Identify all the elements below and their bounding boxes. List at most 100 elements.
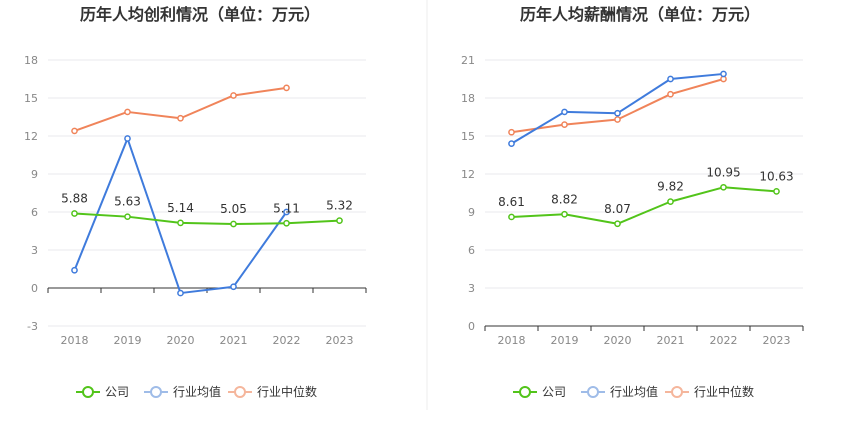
legend-label: 公司 bbox=[542, 385, 566, 399]
y-tick-label: 0 bbox=[468, 320, 475, 333]
series-industry-median bbox=[508, 75, 727, 136]
legend-item[interactable]: 行业均值 bbox=[581, 384, 658, 399]
data-point[interactable] bbox=[508, 140, 515, 147]
data-point[interactable] bbox=[230, 220, 237, 228]
chart-title: 历年人均创利情况（单位：万元） bbox=[80, 5, 320, 24]
data-label: 8.07 bbox=[604, 202, 631, 216]
y-tick-label: 12 bbox=[24, 130, 38, 143]
data-point[interactable] bbox=[614, 220, 621, 228]
data-point[interactable] bbox=[71, 127, 78, 135]
legend-label: 行业中位数 bbox=[694, 384, 754, 399]
data-point[interactable] bbox=[177, 289, 184, 297]
data-point[interactable] bbox=[667, 198, 674, 205]
legend-item[interactable]: 行业中位数 bbox=[665, 384, 754, 399]
data-point[interactable] bbox=[230, 283, 237, 291]
x-tick-label: 2019 bbox=[551, 334, 579, 347]
data-label-group: 8.61 8.82 8.07 9.82 10.95 10.63 bbox=[498, 165, 794, 215]
data-point[interactable] bbox=[124, 108, 131, 116]
data-label: 10.95 bbox=[706, 165, 740, 179]
x-tick-label: 2022 bbox=[710, 334, 738, 347]
y-tick-label: 3 bbox=[468, 282, 475, 295]
y-tick-label: 9 bbox=[31, 168, 38, 181]
legend-item[interactable]: 行业中位数 bbox=[228, 384, 317, 399]
legend-label: 行业中位数 bbox=[257, 384, 317, 399]
data-point[interactable] bbox=[230, 92, 237, 99]
y-tick-label: 18 bbox=[461, 92, 475, 105]
y-tick-label: 3 bbox=[31, 244, 38, 257]
legend-label: 行业均值 bbox=[610, 384, 658, 399]
data-point[interactable] bbox=[773, 188, 780, 195]
legend-item[interactable]: 公司 bbox=[76, 385, 129, 399]
legend-label: 行业均值 bbox=[173, 384, 221, 399]
data-point[interactable] bbox=[667, 90, 674, 98]
x-tick-label: 2020 bbox=[604, 334, 632, 347]
legend-marker-icon bbox=[519, 386, 531, 398]
series-industry-average bbox=[508, 70, 727, 147]
chart-salary-per-capita: 历年人均薪酬情况（单位：万元） 0 3 6 9 12 15 18 21 2018 2019 2020… bbox=[461, 5, 804, 399]
data-point[interactable] bbox=[283, 84, 290, 92]
legend-marker-icon bbox=[671, 386, 683, 398]
data-point[interactable] bbox=[124, 213, 131, 221]
data-point[interactable] bbox=[561, 210, 568, 218]
series-line bbox=[510, 72, 724, 145]
x-tick-label: 2023 bbox=[326, 334, 354, 347]
x-tick-label: 2021 bbox=[657, 334, 685, 347]
data-point[interactable] bbox=[508, 213, 515, 221]
y-tick-label: 0 bbox=[31, 282, 38, 295]
series-company bbox=[71, 210, 343, 228]
data-point[interactable] bbox=[561, 108, 568, 116]
data-point[interactable] bbox=[614, 116, 621, 123]
series-group bbox=[71, 84, 343, 297]
data-label: 5.11 bbox=[273, 201, 300, 215]
y-tick-label: 6 bbox=[468, 244, 475, 257]
x-tick-label: 2018 bbox=[498, 334, 526, 347]
data-point[interactable] bbox=[561, 121, 568, 128]
data-point[interactable] bbox=[667, 75, 674, 83]
data-label: 9.82 bbox=[657, 180, 684, 194]
grid bbox=[485, 59, 803, 327]
y-tick-label: 15 bbox=[461, 130, 475, 143]
legend-marker-icon bbox=[234, 386, 246, 398]
series-company bbox=[508, 183, 780, 228]
chart-profit-per-capita: 历年人均创利情况（单位：万元） -3 0 3 6 9 12 15 18 2018 2019 2020… bbox=[24, 5, 367, 399]
data-point[interactable] bbox=[177, 114, 184, 122]
data-point[interactable] bbox=[71, 210, 78, 217]
series-line bbox=[74, 86, 287, 132]
data-point[interactable] bbox=[71, 266, 78, 274]
legend[interactable]: 公司 行业均值 行业中位数 bbox=[76, 384, 317, 399]
series-industry-median bbox=[71, 84, 290, 135]
axes: -3 0 3 6 9 12 15 18 2018 2019 2020 2021 2022 2023 bbox=[24, 54, 367, 347]
x-tick-label: 2021 bbox=[220, 334, 248, 347]
y-tick-label: 15 bbox=[24, 92, 38, 105]
data-point[interactable] bbox=[720, 70, 727, 78]
legend[interactable]: 公司 行业均值 行业中位数 bbox=[513, 384, 754, 399]
axes: 0 3 6 9 12 15 18 21 2018 2019 2020 2021 2022 2023 bbox=[461, 54, 804, 347]
data-point[interactable] bbox=[283, 208, 290, 216]
data-point[interactable] bbox=[177, 219, 184, 227]
legend-item[interactable]: 行业均值 bbox=[144, 384, 221, 399]
data-label-group: 5.88 5.63 5.14 5.05 5.11 5.32 bbox=[61, 192, 353, 217]
legend-marker-icon bbox=[587, 386, 599, 398]
data-label: 8.61 bbox=[498, 195, 525, 209]
data-point[interactable] bbox=[283, 219, 290, 227]
y-tick-label: -3 bbox=[27, 320, 38, 333]
x-tick-label: 2020 bbox=[167, 334, 195, 347]
data-point[interactable] bbox=[508, 128, 515, 136]
data-point[interactable] bbox=[720, 183, 727, 191]
x-tick-label: 2019 bbox=[114, 334, 142, 347]
series-line bbox=[511, 186, 777, 225]
x-tick-label: 2018 bbox=[61, 334, 89, 347]
legend-label: 公司 bbox=[105, 385, 129, 399]
legend-item[interactable]: 公司 bbox=[513, 385, 566, 399]
series-group bbox=[508, 70, 780, 228]
data-label: 5.05 bbox=[220, 202, 247, 216]
grid bbox=[48, 59, 366, 327]
series-industry-average bbox=[71, 135, 290, 297]
x-tick-label: 2022 bbox=[273, 334, 301, 347]
data-point[interactable] bbox=[124, 135, 131, 142]
data-point[interactable] bbox=[336, 217, 343, 224]
y-tick-label: 6 bbox=[31, 206, 38, 219]
data-point[interactable] bbox=[614, 109, 621, 117]
data-label: 8.82 bbox=[551, 192, 578, 206]
